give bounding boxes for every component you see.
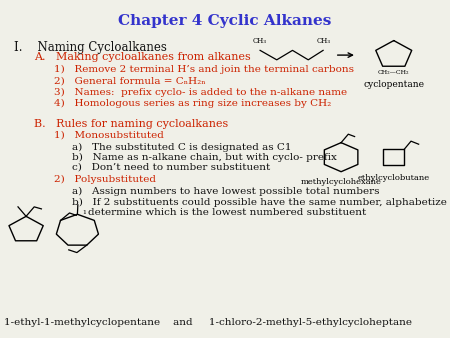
Text: b)   Name as n-alkane chain, but with cyclo- prefix: b) Name as n-alkane chain, but with cycl… <box>72 153 337 162</box>
Text: a)   The substituted C is designated as C1: a) The substituted C is designated as C1 <box>72 143 292 152</box>
Text: ethylcyclobutane: ethylcyclobutane <box>358 174 430 183</box>
Text: A.   Making cycloalkanes from alkanes: A. Making cycloalkanes from alkanes <box>34 52 251 63</box>
Text: b)   If 2 substituents could possible have the same number, alphabetize to: b) If 2 substituents could possible have… <box>72 198 450 207</box>
Text: 2)   General formula = CₙH₂ₙ: 2) General formula = CₙH₂ₙ <box>54 76 206 86</box>
Text: 1)   Remove 2 terminal H’s and join the terminal carbons: 1) Remove 2 terminal H’s and join the te… <box>54 65 354 74</box>
Text: c)   Don’t need to number substituent: c) Don’t need to number substituent <box>72 163 270 172</box>
Text: 3)   Names:  prefix cyclo- is added to the n-alkane name: 3) Names: prefix cyclo- is added to the … <box>54 88 347 97</box>
Text: a)   Assign numbers to have lowest possible total numbers: a) Assign numbers to have lowest possibl… <box>72 187 379 196</box>
Text: I.    Naming Cycloalkanes: I. Naming Cycloalkanes <box>14 41 166 53</box>
Text: 4)   Homologous series as ring size increases by CH₂: 4) Homologous series as ring size increa… <box>54 99 331 108</box>
Text: Chapter 4 Cyclic Alkanes: Chapter 4 Cyclic Alkanes <box>118 14 332 27</box>
Text: 1: 1 <box>82 210 86 215</box>
Text: determine which is the lowest numbered substituent: determine which is the lowest numbered s… <box>88 208 366 217</box>
Text: B.   Rules for naming cycloalkanes: B. Rules for naming cycloalkanes <box>34 119 228 129</box>
Text: CH₃: CH₃ <box>317 37 331 45</box>
Text: methylcyclohexane: methylcyclohexane <box>301 178 382 186</box>
Text: CH₂—CH₂: CH₂—CH₂ <box>378 70 410 75</box>
Text: cyclopentane: cyclopentane <box>363 80 424 89</box>
Text: 1-ethyl-1-methylcyclopentane    and     1-chloro-2-methyl-5-ethylcycloheptane: 1-ethyl-1-methylcyclopentane and 1-chlor… <box>4 318 413 327</box>
Text: 2)   Polysubstituted: 2) Polysubstituted <box>54 175 156 184</box>
Text: CH₃: CH₃ <box>252 37 266 45</box>
Text: 1)   Monosubstituted: 1) Monosubstituted <box>54 130 164 140</box>
